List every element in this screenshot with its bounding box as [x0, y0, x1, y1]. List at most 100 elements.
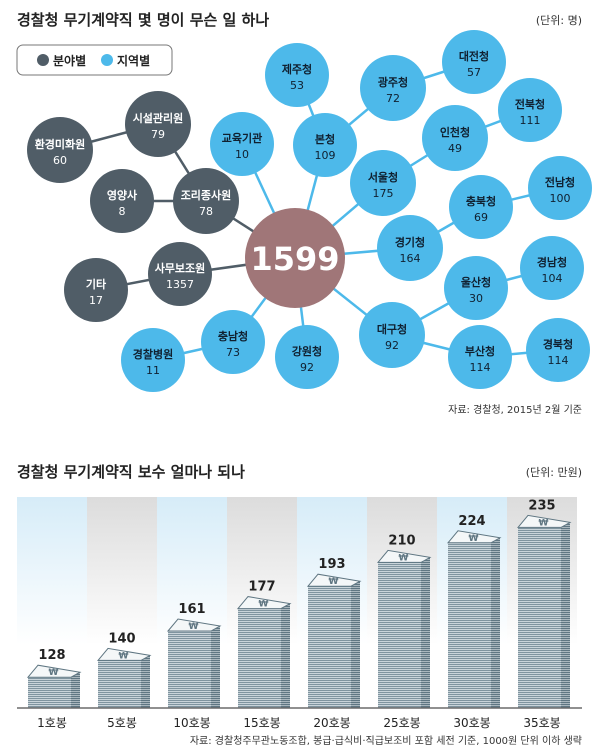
bar-side [561, 522, 570, 708]
bubble-circle [125, 91, 191, 157]
category-label: 30호봉 [453, 716, 490, 730]
bubble-value: 69 [474, 211, 488, 224]
bubble-jeonbuk: 전북청 111 [498, 78, 562, 142]
bubble-circle [210, 112, 274, 176]
chart-source: 자료: 경찰청주무관노동조합, 봉급·급식비·직급보조비 포함 세전 기준, 1… [190, 734, 582, 747]
bubble-circle [173, 168, 239, 234]
bubble-value: 92 [385, 339, 399, 352]
bubble-value: 92 [300, 361, 314, 374]
won-icon: ₩ [49, 668, 59, 678]
category-label: 1호봉 [37, 716, 67, 730]
bubble-value: 53 [290, 79, 304, 92]
bubble-circle [148, 242, 212, 306]
bubble-daegu: 대구청 92 [359, 302, 425, 368]
bubble-gita: 기타 17 [64, 258, 128, 322]
bubble-chungnam: 충남청 73 [201, 310, 265, 374]
bubble-value: 30 [469, 292, 483, 305]
bubble-label: 울산청 [461, 275, 491, 289]
bubble-label: 대구청 [377, 322, 407, 336]
bar-top [376, 549, 432, 563]
bar-value-label: 161 [178, 602, 205, 617]
bubble-circle [27, 117, 93, 183]
category-label: 25호봉 [383, 716, 420, 730]
bubble-circle [359, 302, 425, 368]
bar-front [168, 631, 211, 708]
won-icon: ₩ [469, 534, 479, 544]
bubble-jori: 조리종사원 78 [173, 168, 239, 234]
bubble-label: 광주청 [378, 75, 408, 89]
bar-30호봉: ₩224 [446, 514, 502, 708]
bar-top [446, 530, 502, 544]
won-icon: ₩ [329, 577, 339, 587]
center-total-value: 1599 [250, 240, 339, 278]
bubble-label: 경남청 [537, 255, 567, 269]
bubble-circle [444, 256, 508, 320]
bubble-seoul: 서울청 175 [350, 150, 416, 216]
bubble-value: 57 [467, 66, 481, 79]
bubble-label: 대전청 [459, 49, 489, 63]
bubble-value: 49 [448, 142, 462, 155]
bar-side [351, 581, 360, 708]
bubble-circle [448, 325, 512, 389]
bubble-label: 시설관리원 [133, 111, 184, 125]
diagram-title: 경찰청 무기계약직 몇 명이 무슨 일 하나 [17, 11, 269, 29]
bubble-label: 영양사 [107, 188, 138, 202]
bubble-value: 60 [53, 154, 67, 167]
bar-value-label: 224 [458, 514, 485, 529]
bubble-label: 환경미화원 [35, 137, 86, 151]
bubble-label: 충남청 [218, 329, 248, 343]
bubble-bon: 본청 109 [293, 113, 357, 177]
bubble-value: 72 [386, 92, 400, 105]
bubble-circle [265, 43, 329, 107]
bubble-hospital: 경찰병원 11 [121, 328, 185, 392]
legend: 분야별 지역별 [16, 44, 173, 76]
bubble-circle [90, 169, 154, 233]
diagram-source: 자료: 경찰청, 2015년 2월 기준 [448, 403, 582, 416]
bubble-label: 충북청 [466, 194, 496, 208]
bar-value-label: 140 [108, 631, 135, 646]
bubble-circle [377, 215, 443, 281]
bubble-value: 8 [119, 205, 126, 218]
bubble-label: 사무보조원 [155, 261, 206, 275]
bubble-circle [528, 156, 592, 220]
bubble-hwan: 환경미화원 60 [27, 117, 93, 183]
bubble-gyeongnam: 경남청 104 [520, 236, 584, 300]
bar-top [166, 618, 222, 632]
bubble-label: 본청 [315, 132, 335, 146]
bubble-circle [442, 30, 506, 94]
bar-20호봉: ₩193 [306, 557, 362, 708]
bubble-edu: 교육기관 10 [210, 112, 274, 176]
bar-10호봉: ₩161 [166, 602, 222, 708]
bubble-circle [350, 150, 416, 216]
bubble-sisul: 시설관리원 79 [125, 91, 191, 157]
bubble-value: 10 [235, 148, 249, 161]
bubble-jeju: 제주청 53 [265, 43, 329, 107]
bar-front [518, 527, 561, 708]
diagram-unit: (단위: 명) [536, 14, 582, 27]
category-label: 5호봉 [107, 716, 137, 730]
bar-side [281, 603, 290, 708]
bubble-young: 영양사 8 [90, 169, 154, 233]
category-label: 35호봉 [523, 716, 560, 730]
bubble-value: 17 [89, 294, 103, 307]
bar-15호봉: ₩177 [236, 580, 292, 708]
bubble-circle [275, 325, 339, 389]
bubble-value: 79 [151, 128, 165, 141]
won-icon: ₩ [259, 600, 269, 610]
bubble-label: 기타 [86, 277, 107, 291]
chart-title: 경찰청 무기계약직 보수 얼마나 되나 [17, 463, 245, 481]
bar-25호봉: ₩210 [376, 533, 432, 708]
bar-value-label: 193 [318, 557, 345, 572]
bar-chart: ₩128 1호봉 ₩140 5호봉 ₩161 10호봉 ₩177 15호봉 ₩193 20호봉 ₩2… [17, 497, 577, 730]
won-icon: ₩ [189, 622, 199, 632]
bubble-value: 73 [226, 346, 240, 359]
bar-5호봉: ₩140 [96, 631, 152, 708]
bubble-samu: 사무보조원 1357 [148, 242, 212, 306]
bar-front [238, 608, 281, 708]
center-circle [245, 208, 345, 308]
legend-swatch-region [101, 54, 113, 66]
won-icon: ₩ [399, 553, 409, 563]
bar-top [516, 514, 572, 528]
